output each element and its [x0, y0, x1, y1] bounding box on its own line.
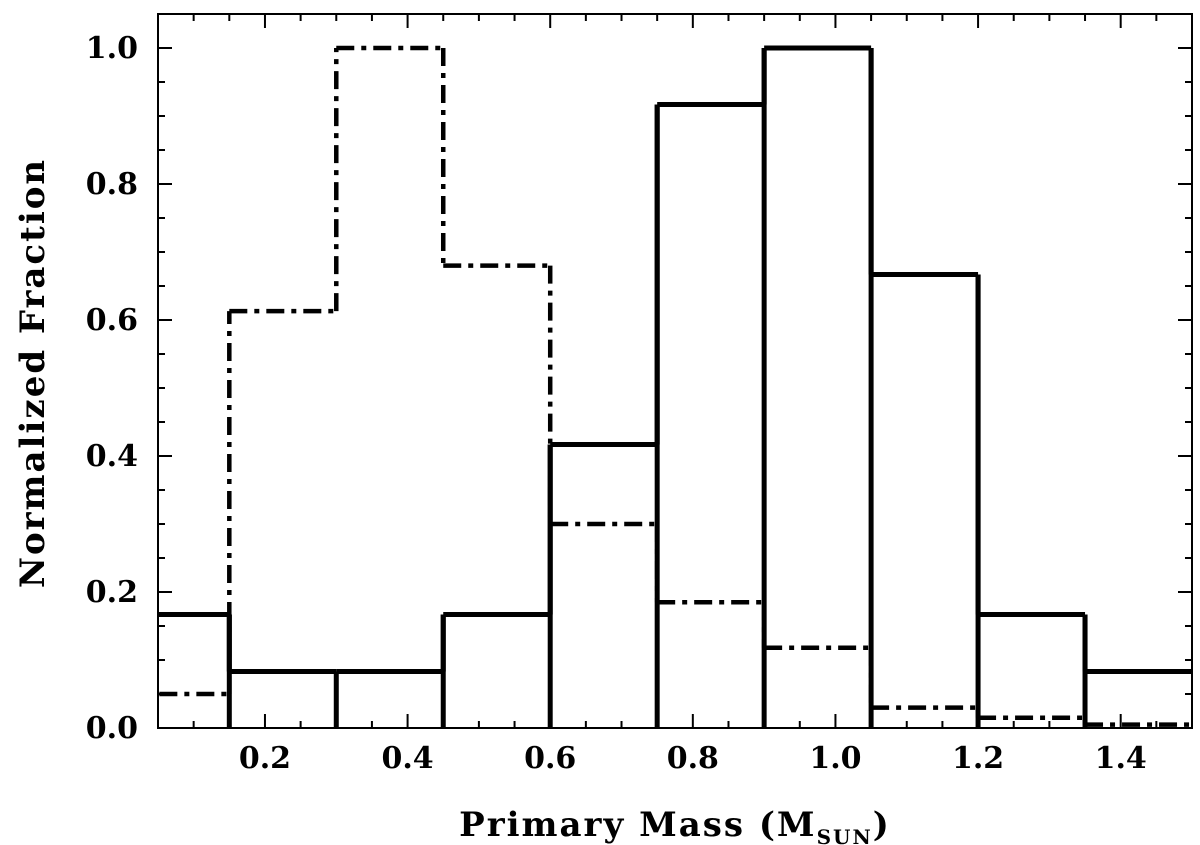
series-dash-dot [158, 45, 1192, 727]
x-tick-label: 1.4 [1095, 741, 1147, 776]
y-tick-label: 0.6 [86, 303, 138, 338]
x-tick-label: 0.6 [524, 741, 576, 776]
x-axis-label-main: Primary Mass (M [459, 805, 816, 845]
series-solid [158, 45, 1192, 728]
y-tick-label: 1.0 [86, 31, 138, 66]
plot-border [157, 13, 1193, 729]
y-tick-label: 0.2 [86, 575, 138, 610]
y-tick-label: 0.8 [86, 167, 138, 202]
x-axis-label: Primary Mass (MSUN) [459, 805, 891, 845]
y-tick-label: 0.4 [86, 439, 138, 474]
plot-frame [157, 13, 1193, 729]
x-tick-label: 0.8 [667, 741, 719, 776]
x-axis-label-close: ) [873, 805, 891, 845]
x-axis-label-subscript: SUN [817, 825, 873, 845]
tick-labels: 0.2 0.4 0.6 0.8 1.0 1.2 1.4 0.0 0.2 0.4 0.6 0.8 1.0 [86, 31, 1147, 776]
y-tick-label: 0.0 [86, 711, 138, 746]
x-tick-label: 1.0 [809, 741, 861, 776]
axis-ticks [157, 13, 1193, 729]
x-tick-label: 1.2 [952, 741, 1004, 776]
x-tick-label: 0.4 [381, 741, 433, 776]
y-axis-label: Normalized Fraction [13, 158, 53, 588]
x-tick-label: 0.2 [239, 741, 291, 776]
histogram-series [158, 45, 1192, 728]
